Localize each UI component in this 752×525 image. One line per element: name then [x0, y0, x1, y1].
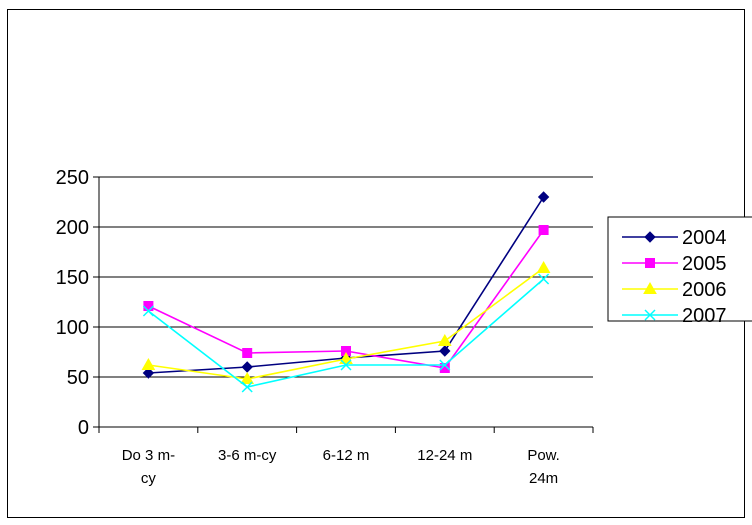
data-point	[644, 231, 656, 243]
data-point	[142, 367, 155, 379]
data-point	[339, 351, 353, 364]
series-2007	[142, 273, 550, 393]
data-point	[643, 281, 657, 294]
legend-entry: 2007	[622, 305, 727, 327]
data-point	[241, 361, 253, 373]
y-tick-label: 200	[56, 217, 89, 239]
y-axis-tick-labels: 0 50 100 150 200 250	[56, 167, 89, 439]
series-line	[147, 278, 545, 388]
data-point	[143, 301, 154, 311]
x-tick-label: 6-12 m	[323, 447, 370, 464]
x-axis-tick-labels: Do 3 m-cy 3-6 m-cy 6-12 m 12-24 m Pow. 24m	[122, 447, 560, 487]
data-point-stroke	[439, 359, 451, 371]
data-point	[536, 260, 551, 273]
legend: 2004 2005 2006 2007	[607, 216, 752, 327]
x-tick-label: 12-24 m	[417, 447, 472, 464]
series-2005	[143, 225, 549, 373]
data-point	[439, 359, 451, 371]
legend-entry: 2006	[622, 279, 727, 301]
legend-label: 2005	[682, 253, 727, 275]
data-point-stroke	[340, 359, 352, 371]
data-point	[142, 305, 154, 317]
x-tick-label: cy	[141, 470, 157, 487]
x-tick-label: Do 3 m-	[122, 447, 175, 464]
x-tick-label: Pow.	[527, 447, 560, 464]
data-point	[437, 333, 452, 346]
legend-entry: 2005	[622, 253, 727, 275]
data-point	[439, 345, 451, 357]
x-tick-label: 3-6 m-cy	[218, 447, 277, 464]
y-tick-label: 100	[56, 317, 89, 339]
data-point	[141, 357, 156, 370]
legend-entry: 2004	[622, 227, 727, 249]
data-point	[240, 371, 255, 384]
data-point-stroke	[644, 309, 656, 321]
data-point	[644, 309, 656, 321]
data-point	[241, 381, 253, 393]
legend-box	[607, 216, 752, 322]
y-tick-label: 0	[78, 417, 89, 439]
legend-label: 2007	[682, 305, 727, 327]
data-point	[538, 273, 550, 285]
legend-label: 2006	[682, 279, 727, 301]
series-2006	[141, 260, 551, 384]
data-point	[439, 363, 450, 373]
data-point	[242, 348, 253, 358]
data-point	[340, 359, 352, 371]
legend-label: 2004	[682, 227, 727, 249]
y-tick-label: 150	[56, 267, 89, 289]
gridlines	[99, 176, 593, 378]
data-point-stroke	[142, 305, 154, 317]
series-group	[141, 191, 551, 393]
x-tick-label: 24m	[529, 470, 558, 487]
data-point	[537, 191, 550, 203]
y-tick-label: 250	[56, 167, 89, 189]
axes	[93, 176, 594, 433]
y-tick-label: 50	[67, 367, 89, 389]
data-point-stroke	[241, 381, 253, 393]
data-point	[538, 225, 549, 235]
data-point	[645, 258, 655, 268]
data-point-stroke	[538, 273, 550, 285]
